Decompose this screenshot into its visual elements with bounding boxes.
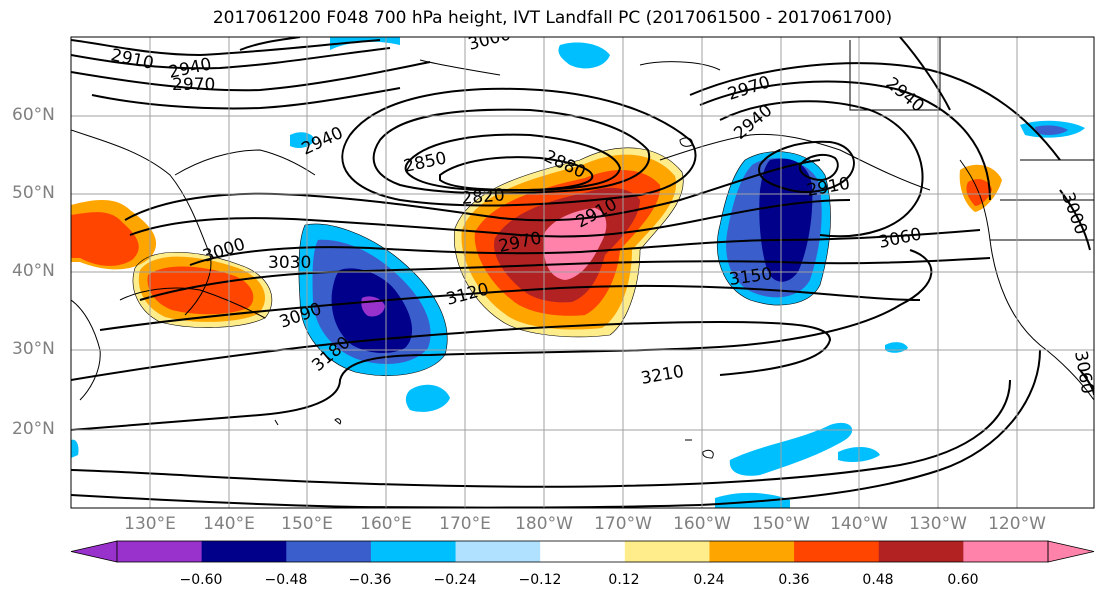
colorbar-extend-min — [70, 540, 118, 563]
map-title: 2017061200 F048 700 hPa height, IVT Land… — [212, 8, 893, 28]
lon-label: 120°W — [988, 514, 1046, 534]
colorbar-tick: −0.48 — [264, 572, 308, 588]
colorbar-tick: −0.36 — [348, 572, 392, 588]
lat-label: 20°N — [12, 419, 55, 439]
contour-label: 2820 — [461, 185, 506, 209]
lon-label: 170°E — [439, 514, 491, 534]
colorbar-swatch — [540, 541, 626, 562]
colorbar-tick: −0.60 — [179, 572, 223, 588]
contour-label: 3060 — [1070, 349, 1097, 395]
lon-label: 170°W — [594, 514, 652, 534]
colorbar-swatch — [370, 541, 457, 562]
colorbar-swatch — [286, 541, 372, 562]
colorbar-swatch — [963, 541, 1049, 562]
colorbar-swatch — [455, 541, 541, 562]
colorbar-tick: 0.12 — [608, 572, 640, 588]
lat-label: 50°N — [12, 183, 55, 203]
colorbar-extend-max — [1047, 540, 1095, 563]
lon-label: 130°E — [124, 514, 176, 534]
height-contours — [71, 37, 1094, 508]
lon-label: 160°W — [673, 514, 731, 534]
colorbar-swatch — [709, 541, 795, 562]
colorbar-tick: −0.12 — [518, 572, 562, 588]
lon-label: 140°E — [203, 514, 255, 534]
lon-label: 150°W — [752, 514, 810, 534]
lat-label: 40°N — [12, 261, 55, 281]
contour-label: 3030 — [268, 253, 311, 273]
colorbar-tick: 0.24 — [693, 572, 725, 588]
colorbar-swatch — [624, 541, 710, 562]
lon-label: 150°E — [281, 514, 333, 534]
colorbar-swatch — [117, 541, 203, 562]
lon-label: 180°W — [515, 514, 573, 534]
colorbar-outline — [116, 540, 1049, 563]
colorbar-swatch — [201, 541, 287, 562]
lat-label: 60°N — [12, 105, 55, 125]
colorbar-swatch — [794, 541, 880, 562]
colorbar-tick: 0.48 — [862, 572, 894, 588]
lon-label: 160°E — [360, 514, 412, 534]
gridlines — [71, 37, 1094, 508]
map-frame — [70, 36, 1095, 509]
lat-label: 30°N — [12, 339, 55, 359]
contour-label: 2970 — [172, 75, 215, 95]
colorbar-swatch — [878, 541, 964, 562]
colorbar-tick: −0.24 — [433, 572, 477, 588]
colorbar — [70, 540, 1095, 563]
colorbar-tick: 0.36 — [778, 572, 810, 588]
islands — [274, 137, 714, 459]
colorbar-tick: 0.60 — [947, 572, 979, 588]
lon-label: 130°W — [909, 514, 967, 534]
lon-label: 140°W — [830, 514, 888, 534]
